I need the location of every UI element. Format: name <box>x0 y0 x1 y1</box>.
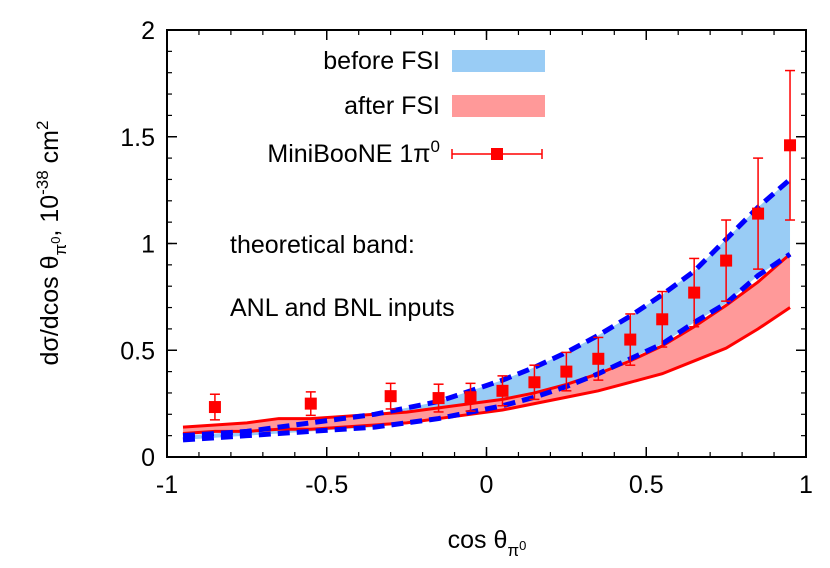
bands-layer <box>182 177 792 443</box>
legend-swatch-after-fsi <box>452 95 545 117</box>
data-point <box>304 397 317 410</box>
data-point <box>592 352 605 365</box>
annotation-inputs: ANL and BNL inputs <box>230 294 455 322</box>
annotation-theoretical-band: theoretical band: <box>230 231 415 259</box>
x-tick-label: -1 <box>156 471 178 499</box>
ticks-layer: -1 -0.5 0 0.5 1 0 0.5 1 1.5 2 <box>120 17 813 499</box>
y-axis-label: dσ/dcos θπ0, 10-38 cm2 <box>33 121 70 366</box>
x-axis-label: cos θπ0 <box>448 526 527 560</box>
band-0-upper-line <box>182 177 792 439</box>
data-point <box>752 207 765 220</box>
data-point <box>528 376 541 389</box>
data-point <box>384 390 397 403</box>
band-1-upper-line <box>182 253 792 429</box>
legend-label-before-fsi: before FSI <box>323 47 440 75</box>
data-point <box>688 286 701 299</box>
data-point <box>464 391 477 404</box>
data-point <box>624 333 637 346</box>
data-point <box>656 313 669 326</box>
y-tick-label: 0 <box>141 444 155 472</box>
band-1-lower-line <box>182 306 791 436</box>
legend-label-after-fsi: after FSI <box>344 92 440 120</box>
legend-swatch-before-fsi <box>452 50 545 72</box>
legend: before FSI after FSI MiniBooNE 1π0 <box>267 47 545 168</box>
data-point <box>784 139 797 152</box>
data-point <box>432 392 445 405</box>
x-tick-label: 0 <box>480 471 494 499</box>
data-point <box>208 401 221 414</box>
legend-marker-miniboone <box>491 148 503 160</box>
y-tick-label: 1 <box>141 231 155 259</box>
data-point <box>560 365 573 378</box>
x-tick-label: 1 <box>799 471 813 499</box>
data-point <box>496 384 509 397</box>
y-tick-label: 0.5 <box>120 337 155 365</box>
x-tick-label: -0.5 <box>305 471 348 499</box>
data-points-layer <box>208 69 797 421</box>
y-tick-label: 1.5 <box>120 124 155 152</box>
y-tick-label: 2 <box>141 17 155 45</box>
legend-label-miniboone: MiniBooNE 1π0 <box>267 137 440 168</box>
data-point <box>720 254 733 267</box>
x-tick-label: 0.5 <box>629 471 664 499</box>
band-0-lower-line <box>182 252 792 443</box>
